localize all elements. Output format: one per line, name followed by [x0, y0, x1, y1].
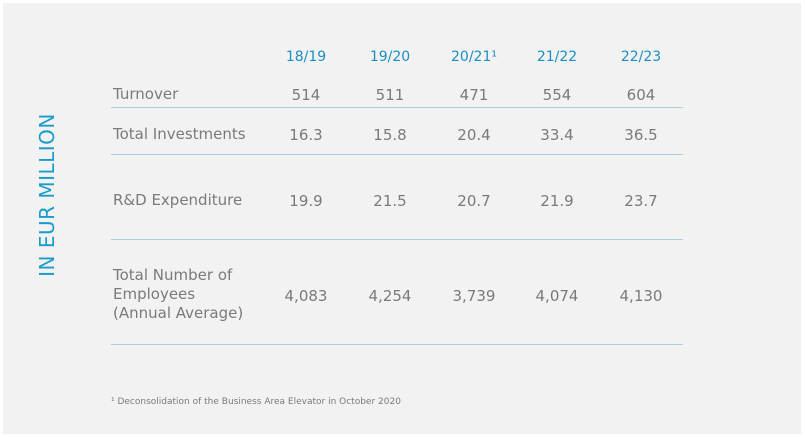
- table-cell: 604: [626, 86, 656, 104]
- row-label-employees: Total Number of Employees (Annual Averag…: [113, 266, 244, 322]
- table-cell: 4,130: [619, 287, 663, 305]
- table-cell: 511: [375, 86, 405, 104]
- table-cell: 23.7: [624, 192, 658, 210]
- table-cell: 33.4: [540, 126, 574, 144]
- row-divider: [111, 154, 683, 155]
- row-label-turnover: Turnover: [113, 85, 179, 103]
- row-divider: [111, 344, 683, 345]
- table-cell: 20.7: [457, 192, 491, 210]
- table-cell: 19.9: [289, 192, 323, 210]
- row-label-rd-expenditure: R&D Expenditure: [113, 191, 243, 209]
- unit-label: IN EUR MILLION: [35, 113, 59, 277]
- row-divider: [111, 107, 683, 108]
- table-cell: 21.9: [540, 192, 574, 210]
- column-header-18-19: 18/19: [285, 49, 327, 65]
- table-cell: 514: [291, 86, 321, 104]
- table-cell: 471: [459, 86, 489, 104]
- table-cell: 21.5: [373, 192, 407, 210]
- column-header-19-20: 19/20: [369, 49, 411, 65]
- column-header-21-22: 21/22: [536, 49, 578, 65]
- table-cell: 16.3: [289, 126, 323, 144]
- table-cell: 4,074: [535, 287, 579, 305]
- table-cell: 3,739: [452, 287, 496, 305]
- footnote: ¹ Deconsolidation of the Business Area E…: [111, 397, 401, 407]
- table-cell: 20.4: [457, 126, 491, 144]
- table-cell: 15.8: [373, 126, 407, 144]
- row-label-total-investments: Total Investments: [113, 125, 246, 143]
- column-header-20-21: 20/21¹: [451, 49, 497, 65]
- table-cell: 4,083: [284, 287, 328, 305]
- table-cell: 4,254: [368, 287, 412, 305]
- table-cell: 554: [542, 86, 572, 104]
- table-cell: 36.5: [624, 126, 658, 144]
- row-divider: [111, 239, 683, 240]
- figure-panel: [3, 3, 801, 434]
- column-header-22-23: 22/23: [620, 49, 662, 65]
